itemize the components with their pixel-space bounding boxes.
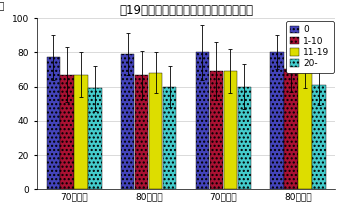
Bar	[270, 52, 284, 190]
Bar	[74, 75, 88, 190]
Bar	[210, 71, 223, 190]
Bar	[121, 54, 135, 190]
Bar	[61, 75, 74, 190]
Bar	[196, 52, 209, 190]
Bar	[312, 85, 325, 190]
Bar	[47, 58, 60, 190]
Bar	[224, 71, 237, 190]
Bar	[163, 87, 176, 190]
Bar	[298, 68, 312, 190]
Bar	[284, 70, 297, 190]
Bar	[238, 87, 251, 190]
Bar	[89, 88, 102, 190]
Bar	[135, 75, 148, 190]
Text: 回: 回	[0, 2, 3, 11]
Bar	[149, 73, 162, 190]
Legend: 0, 1-10, 11-19, 20-: 0, 1-10, 11-19, 20-	[286, 21, 334, 73]
Title: 围19．ステッピングと現在歯数との関連: 围19．ステッピングと現在歯数との関連	[119, 4, 253, 17]
